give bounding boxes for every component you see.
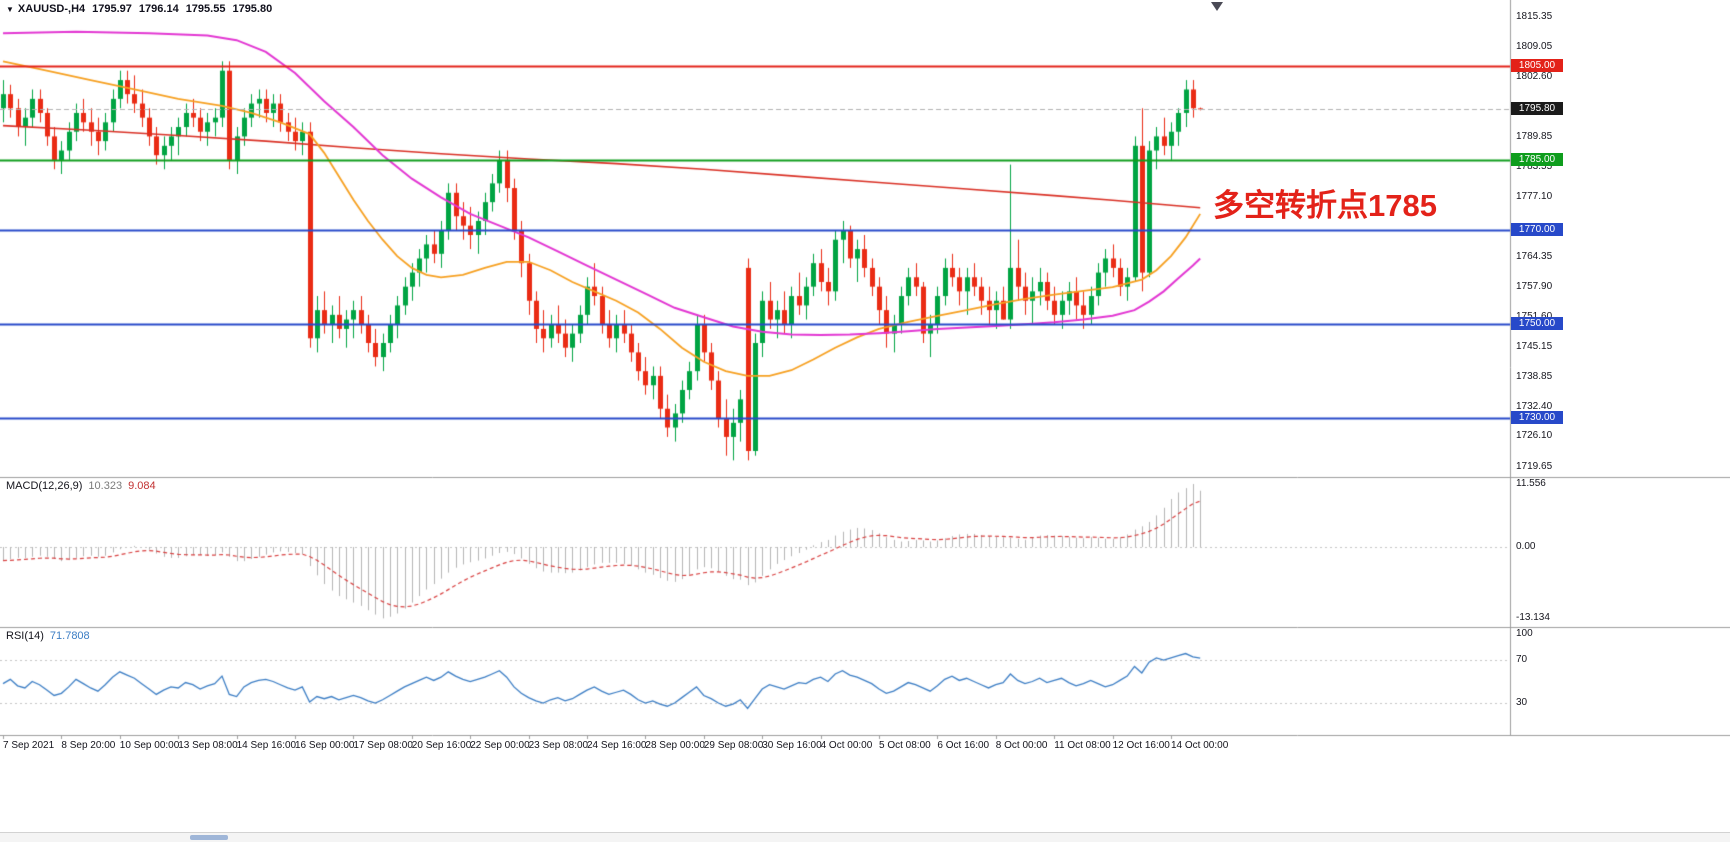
price-tick-label: 30 [1516, 697, 1528, 708]
price-tick-label: 1745.15 [1516, 341, 1553, 352]
time-tick-label: 5 Oct 08:00 [879, 740, 931, 751]
time-tick-label: 30 Sep 16:00 [762, 740, 822, 751]
price-tick-label: 70 [1516, 654, 1528, 665]
rsi-value: 71.7808 [49, 630, 90, 642]
price-tick-label: 1789.85 [1516, 131, 1553, 142]
price-tick-label: 1732.40 [1516, 401, 1553, 412]
time-tick-label: 22 Sep 00:00 [470, 740, 530, 751]
ohlc-close: 1795.80 [232, 3, 273, 15]
price-tick-label: 1751.60 [1516, 311, 1552, 322]
time-tick-label: 14 Sep 16:00 [236, 740, 297, 751]
annotation-text[interactable]: 多空转折点1785 [1213, 188, 1437, 223]
price-tick-label: 1815.35 [1516, 11, 1553, 22]
rsi-name: RSI(14) [6, 630, 44, 642]
price-tick-label: 1757.90 [1516, 281, 1553, 292]
time-tick-label: 8 Oct 00:00 [995, 740, 1048, 751]
price-tick-label: 1726.10 [1516, 430, 1553, 441]
time-tick-label: 14 Oct 00:00 [1171, 740, 1229, 751]
price-level-badge: 1805.00 [1511, 59, 1563, 72]
time-tick-label: 17 Sep 08:00 [353, 740, 413, 751]
ohlc-open: 1795.97 [92, 3, 132, 15]
scrollbar-thumb[interactable] [190, 835, 228, 840]
macd-main-value: 10.323 [88, 480, 123, 492]
price-tick-label: 11.556 [1516, 478, 1546, 489]
price-tick-label: 1809.05 [1516, 41, 1553, 52]
time-tick-label: 6 Oct 16:00 [937, 740, 990, 751]
ohlc-low: 1795.55 [185, 3, 226, 15]
time-tick-label: 20 Sep 16:00 [411, 740, 472, 751]
price-tick-label: 1783.55 [1516, 161, 1553, 172]
symbol-info: ▼ XAUUSD-,H4 1795.97 1796.14 1795.55 1795.80 [6, 3, 279, 15]
macd-name: MACD(12,26,9) [6, 480, 83, 492]
symbol-period-label: XAUUSD-,H4 [17, 3, 86, 15]
price-tick-label: 1738.85 [1516, 371, 1553, 382]
time-tick-label: 13 Sep 08:00 [178, 740, 238, 751]
price-tick-label: 1719.65 [1516, 461, 1553, 472]
time-tick-label: 12 Oct 16:00 [1112, 740, 1170, 751]
macd-signal-value: 9.084 [128, 480, 156, 492]
time-tick-label: 7 Sep 2021 [3, 740, 55, 751]
macd-indicator-label: MACD(12,26,9) 10.323 9.084 [6, 480, 162, 492]
rsi-indicator-label: RSI(14) 71.7808 [6, 630, 96, 642]
price-tick-label: 1802.60 [1516, 71, 1553, 82]
price-tick-label: 1764.35 [1516, 251, 1553, 262]
time-tick-label: 24 Sep 16:00 [587, 740, 647, 751]
time-tick-label: 8 Sep 20:00 [61, 740, 116, 751]
price-level-badge: 1795.80 [1511, 102, 1563, 115]
chart-shift-marker-icon[interactable] [1211, 2, 1223, 11]
price-tick-label: 100 [1516, 628, 1533, 639]
price-level-badge: 1730.00 [1511, 411, 1563, 424]
price-level-badge: 1785.00 [1511, 153, 1563, 166]
ohlc-high: 1796.14 [138, 3, 179, 15]
price-tick-label: 1777.10 [1516, 191, 1553, 202]
time-tick-label: 10 Sep 00:00 [119, 740, 180, 751]
time-tick-label: 11 Oct 08:00 [1054, 740, 1111, 751]
price-level-badge: 1750.00 [1511, 317, 1563, 330]
time-tick-label: 29 Sep 08:00 [703, 740, 764, 751]
price-level-badge: 1770.00 [1511, 223, 1563, 236]
collapse-indicator-icon[interactable]: ▼ [6, 5, 14, 14]
horizontal-scrollbar[interactable] [0, 832, 1730, 842]
time-tick-label: 23 Sep 08:00 [528, 740, 589, 751]
time-tick-label: 28 Sep 00:00 [645, 740, 705, 751]
time-tick-label: 16 Sep 00:00 [295, 740, 355, 751]
price-tick-label: 0.00 [1516, 541, 1536, 552]
time-tick-label: 4 Oct 00:00 [820, 740, 873, 751]
price-tick-label: -13.134 [1516, 612, 1550, 623]
